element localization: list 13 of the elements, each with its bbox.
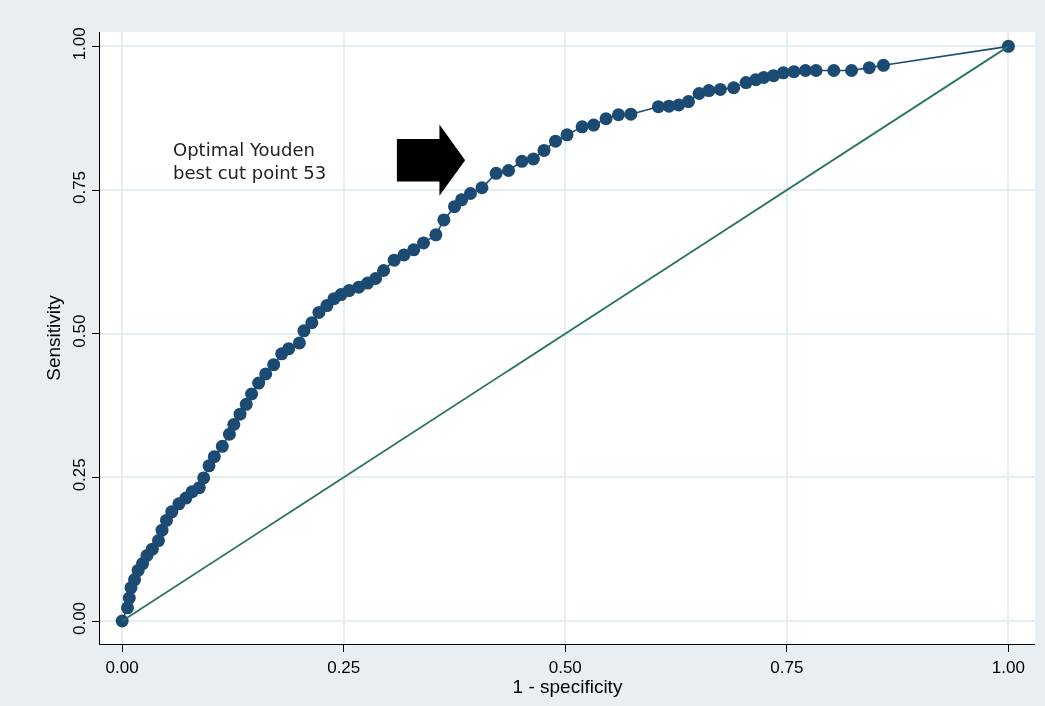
y-tick-label: 0.75 bbox=[70, 170, 90, 205]
x-tick-label: 0.25 bbox=[327, 657, 361, 677]
x-axis-title: 1 - specificity bbox=[512, 676, 623, 698]
y-tick-label: 0.50 bbox=[70, 314, 90, 348]
y-tick-label: 1.00 bbox=[70, 27, 90, 61]
x-tick-label: 0.00 bbox=[105, 657, 139, 677]
y-tick-label: 0.00 bbox=[70, 601, 90, 636]
annotation: Optimal Youden best cut point 53 bbox=[173, 139, 327, 184]
y-tick-label: 0.25 bbox=[70, 458, 90, 492]
x-tick-label: 0.50 bbox=[548, 657, 582, 677]
y-axis-title: Sensitivity bbox=[42, 294, 64, 381]
x-tick-label: 0.75 bbox=[770, 657, 804, 677]
x-tick-label: 1.00 bbox=[991, 657, 1025, 677]
